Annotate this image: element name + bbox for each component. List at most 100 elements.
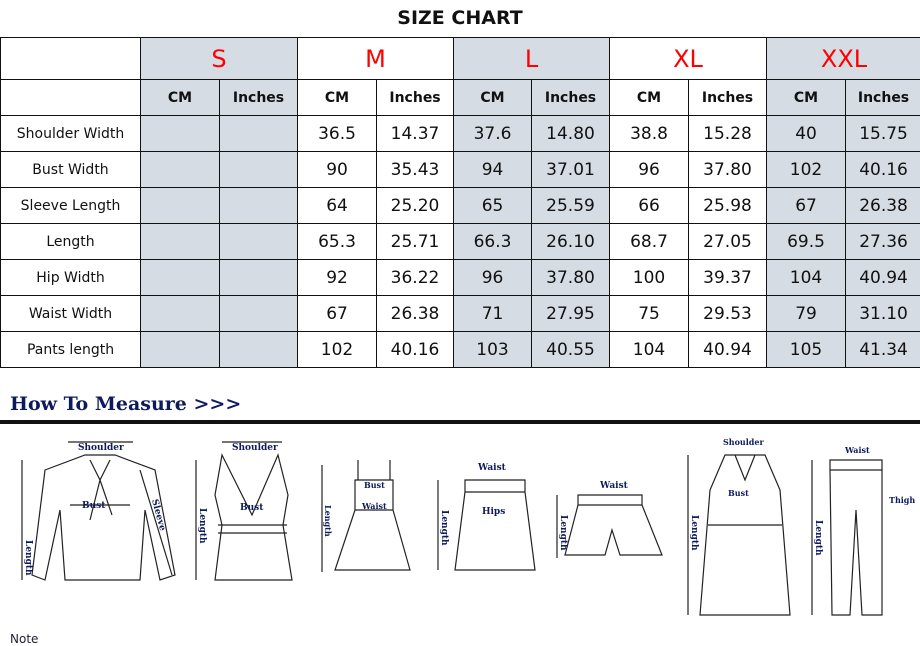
- size-s: S: [141, 38, 298, 80]
- value-cell: 27.05: [689, 224, 767, 260]
- value-cell: 102: [767, 152, 846, 188]
- value-cell: 37.01: [532, 152, 610, 188]
- unit-inches: Inches: [689, 80, 767, 116]
- value-cell: 79: [767, 296, 846, 332]
- value-cell: 40.16: [377, 332, 454, 368]
- length-label: Length: [323, 505, 333, 537]
- value-cell: 27.36: [846, 224, 920, 260]
- length-label: Length: [813, 520, 823, 556]
- value-cell: 37.6: [454, 116, 532, 152]
- value-cell: [220, 224, 298, 260]
- unit-inches: Inches: [846, 80, 920, 116]
- value-cell: [220, 332, 298, 368]
- value-cell: [141, 116, 220, 152]
- unit-inches: Inches: [220, 80, 298, 116]
- length-label: Length: [439, 510, 449, 546]
- value-cell: 14.37: [377, 116, 454, 152]
- tank-top-illustration: Shoulder Bust Length: [196, 442, 292, 580]
- value-cell: 94: [454, 152, 532, 188]
- value-cell: 25.98: [689, 188, 767, 224]
- value-cell: 102: [298, 332, 377, 368]
- unit-cm: CM: [454, 80, 532, 116]
- value-cell: 40: [767, 116, 846, 152]
- value-cell: 14.80: [532, 116, 610, 152]
- row-label: Hip Width: [1, 260, 141, 296]
- pants-illustration: Waist Thigh Length: [812, 445, 915, 615]
- value-cell: 25.20: [377, 188, 454, 224]
- value-cell: 100: [610, 260, 689, 296]
- size-m: M: [298, 38, 454, 80]
- row-label: Shoulder Width: [1, 116, 141, 152]
- value-cell: 26.38: [846, 188, 920, 224]
- value-cell: 37.80: [689, 152, 767, 188]
- value-cell: 25.59: [532, 188, 610, 224]
- value-cell: [220, 296, 298, 332]
- waist-label: Waist: [844, 445, 870, 455]
- value-cell: 26.10: [532, 224, 610, 260]
- row-label: Sleeve Length: [1, 188, 141, 224]
- shoulder-label: Shoulder: [232, 443, 278, 453]
- unit-cm: CM: [767, 80, 846, 116]
- value-cell: [141, 224, 220, 260]
- corner-cell: [1, 80, 141, 116]
- waist-label: Waist: [361, 501, 387, 511]
- value-cell: [220, 260, 298, 296]
- value-cell: 71: [454, 296, 532, 332]
- unit-cm: CM: [610, 80, 689, 116]
- bust-label: Bust: [364, 480, 385, 490]
- value-cell: [220, 188, 298, 224]
- length-label: Length: [689, 515, 699, 551]
- value-cell: 69.5: [767, 224, 846, 260]
- value-cell: 104: [610, 332, 689, 368]
- value-cell: 65.3: [298, 224, 377, 260]
- waist-label: Waist: [599, 481, 629, 491]
- skirt-illustration: Waist Hips Length: [438, 463, 535, 570]
- shorts-illustration: Waist Length: [557, 481, 662, 558]
- unit-cm: CM: [141, 80, 220, 116]
- coat-illustration: Shoulder Bust Length: [688, 437, 790, 615]
- value-cell: 67: [767, 188, 846, 224]
- sleeve-label: Sleeve: [149, 498, 167, 532]
- value-cell: [141, 188, 220, 224]
- value-cell: 67: [298, 296, 377, 332]
- length-label: Length: [558, 515, 568, 551]
- value-cell: 65: [454, 188, 532, 224]
- row-label: Pants length: [1, 332, 141, 368]
- length-label: Length: [23, 540, 33, 576]
- waist-label: Waist: [477, 463, 507, 473]
- divider: [0, 420, 920, 424]
- value-cell: 25.71: [377, 224, 454, 260]
- value-cell: 96: [610, 152, 689, 188]
- value-cell: 96: [454, 260, 532, 296]
- shoulder-label: Shoulder: [723, 437, 764, 447]
- size-l: L: [454, 38, 610, 80]
- dress-illustration: Bust Waist Length: [322, 460, 410, 572]
- value-cell: 35.43: [377, 152, 454, 188]
- value-cell: 75: [610, 296, 689, 332]
- value-cell: 15.28: [689, 116, 767, 152]
- value-cell: 29.53: [689, 296, 767, 332]
- size-chart-title: SIZE CHART: [0, 7, 920, 29]
- value-cell: 66: [610, 188, 689, 224]
- unit-inches: Inches: [377, 80, 454, 116]
- value-cell: 40.94: [846, 260, 920, 296]
- value-cell: 26.38: [377, 296, 454, 332]
- unit-inches: Inches: [532, 80, 610, 116]
- value-cell: 38.8: [610, 116, 689, 152]
- shoulder-label: Shoulder: [78, 443, 124, 453]
- length-label: Length: [197, 508, 207, 544]
- value-cell: [220, 152, 298, 188]
- hips-label: Hips: [482, 507, 505, 517]
- row-label: Waist Width: [1, 296, 141, 332]
- value-cell: 68.7: [610, 224, 689, 260]
- unit-cm: CM: [298, 80, 377, 116]
- value-cell: 92: [298, 260, 377, 296]
- size-xxl: XXL: [767, 38, 920, 80]
- value-cell: 64: [298, 188, 377, 224]
- row-label: Length: [1, 224, 141, 260]
